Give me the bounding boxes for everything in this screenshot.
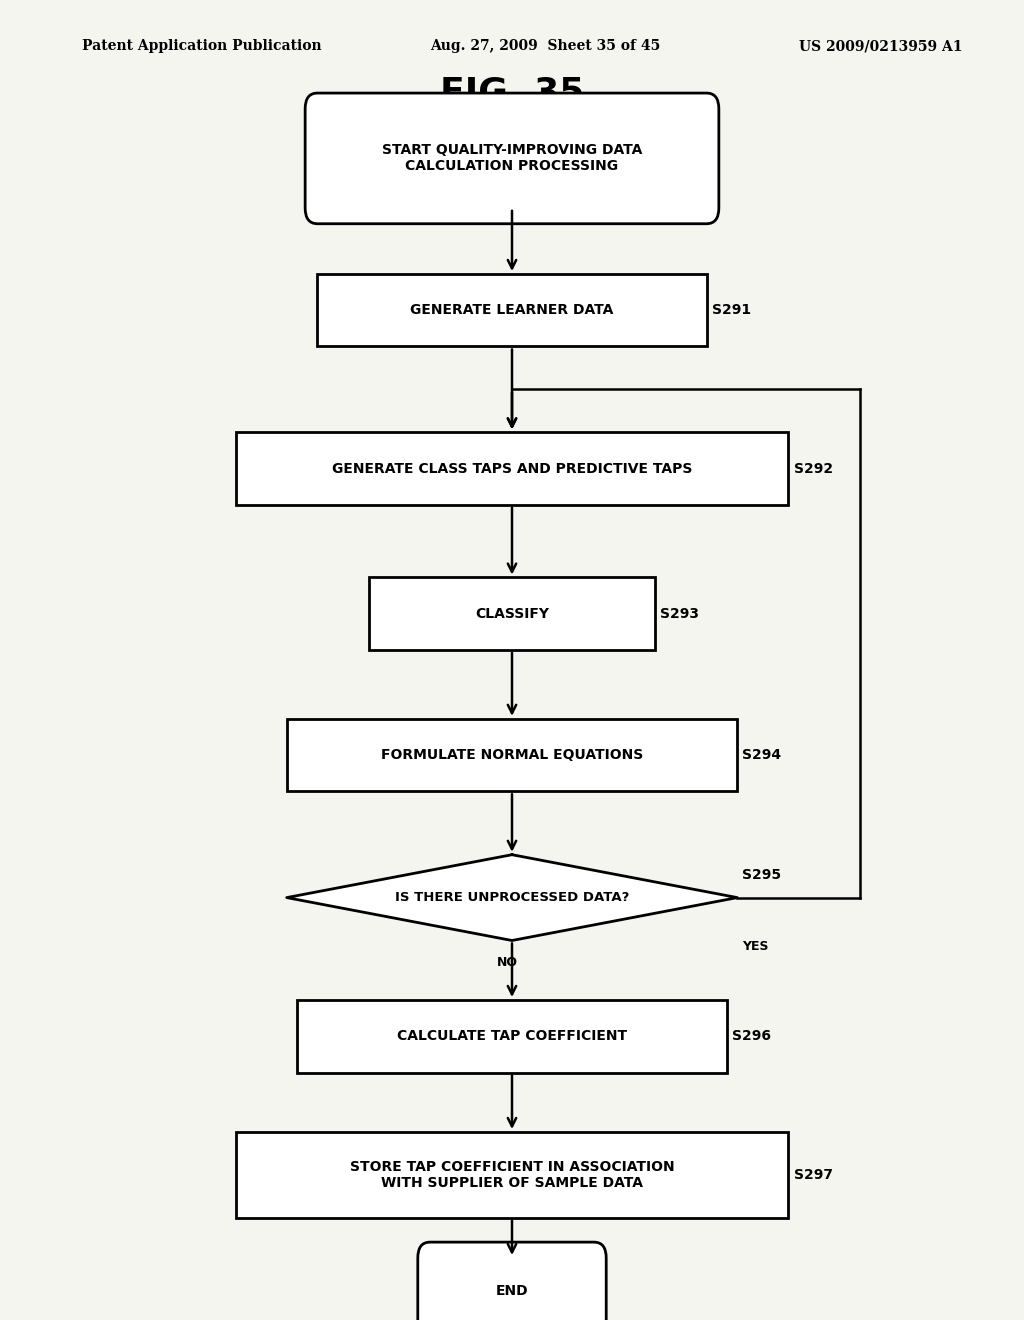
- Text: FORMULATE NORMAL EQUATIONS: FORMULATE NORMAL EQUATIONS: [381, 748, 643, 762]
- Text: GENERATE CLASS TAPS AND PREDICTIVE TAPS: GENERATE CLASS TAPS AND PREDICTIVE TAPS: [332, 462, 692, 475]
- Text: IS THERE UNPROCESSED DATA?: IS THERE UNPROCESSED DATA?: [395, 891, 629, 904]
- Text: S295: S295: [742, 869, 781, 882]
- Text: Patent Application Publication: Patent Application Publication: [82, 40, 322, 53]
- Bar: [297, 1001, 727, 1072]
- Bar: [287, 718, 737, 792]
- FancyBboxPatch shape: [305, 92, 719, 223]
- Bar: [369, 577, 655, 649]
- Bar: [317, 273, 707, 346]
- Text: S294: S294: [742, 748, 781, 762]
- Text: S296: S296: [732, 1030, 771, 1043]
- Text: S293: S293: [660, 607, 699, 620]
- Text: GENERATE LEARNER DATA: GENERATE LEARNER DATA: [411, 304, 613, 317]
- Text: NO: NO: [497, 956, 517, 969]
- Bar: [236, 433, 788, 504]
- Text: Aug. 27, 2009  Sheet 35 of 45: Aug. 27, 2009 Sheet 35 of 45: [430, 40, 660, 53]
- Bar: [236, 1131, 788, 1217]
- Text: S292: S292: [794, 462, 833, 475]
- Text: STORE TAP COEFFICIENT IN ASSOCIATION
WITH SUPPLIER OF SAMPLE DATA: STORE TAP COEFFICIENT IN ASSOCIATION WIT…: [349, 1160, 675, 1189]
- Text: S297: S297: [794, 1168, 833, 1181]
- Text: US 2009/0213959 A1: US 2009/0213959 A1: [799, 40, 963, 53]
- Text: CLASSIFY: CLASSIFY: [475, 607, 549, 620]
- FancyBboxPatch shape: [418, 1242, 606, 1320]
- Text: START QUALITY-IMPROVING DATA
CALCULATION PROCESSING: START QUALITY-IMPROVING DATA CALCULATION…: [382, 144, 642, 173]
- Polygon shape: [287, 855, 737, 940]
- Text: FIG. 35: FIG. 35: [440, 75, 584, 110]
- Text: S291: S291: [712, 304, 751, 317]
- Text: END: END: [496, 1284, 528, 1298]
- Text: YES: YES: [742, 940, 769, 953]
- Text: CALCULATE TAP COEFFICIENT: CALCULATE TAP COEFFICIENT: [397, 1030, 627, 1043]
